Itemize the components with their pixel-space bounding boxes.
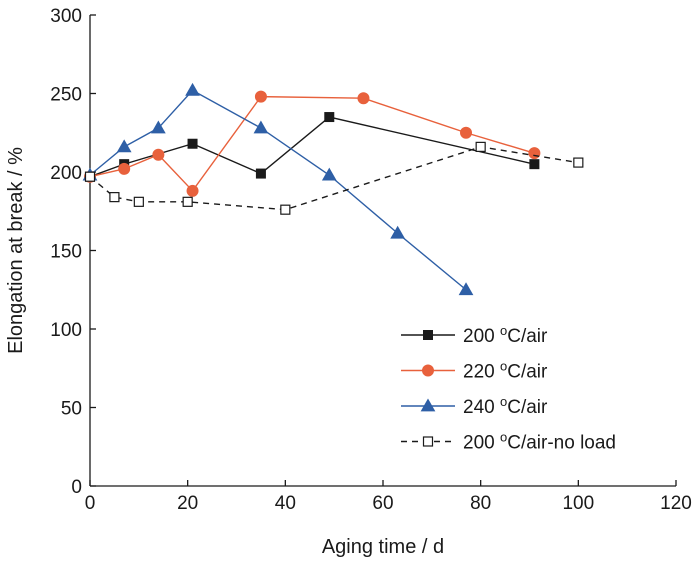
y-tick-label: 100 (50, 320, 82, 341)
data-point (185, 82, 200, 96)
series-4 (84, 141, 584, 215)
series-1 (85, 112, 540, 182)
legend-item: 200 oC/air (401, 323, 548, 347)
data-point (458, 282, 474, 296)
y-tick-label: 250 (50, 85, 82, 106)
data-point (151, 120, 166, 134)
data-point (152, 148, 165, 161)
data-point (187, 138, 198, 149)
series-2 (84, 90, 541, 197)
series-line (89, 95, 535, 192)
chart-series (82, 82, 584, 296)
data-point (475, 141, 486, 152)
data-point (390, 225, 406, 239)
data-point (84, 171, 96, 182)
y-tick-label: 50 (61, 399, 82, 420)
y-tick-label: 150 (50, 242, 82, 263)
data-point (528, 147, 541, 160)
legend-label: 220 oC/air (463, 359, 548, 383)
x-tick-label: 40 (275, 493, 296, 514)
legend-marker (423, 330, 433, 340)
data-point (186, 184, 199, 197)
legend-item: 200 oC/air-no load (401, 430, 616, 454)
x-tick-label: 60 (372, 493, 393, 514)
y-tick-label: 200 (50, 163, 82, 184)
data-point (133, 196, 144, 207)
data-point (118, 162, 131, 175)
data-point (357, 92, 370, 105)
legend-marker (420, 398, 436, 412)
legend-item: 220 oC/air (401, 359, 548, 383)
legend-marker (422, 436, 434, 447)
x-tick-label: 0 (85, 493, 96, 514)
data-point (254, 90, 267, 103)
x-tick-label: 20 (177, 493, 198, 514)
data-point (321, 167, 337, 181)
chart-axes: 0 20 40 60 80 100 120 0 50 100 150 200 250 300 (50, 6, 692, 514)
data-point (529, 159, 540, 170)
legend-label: 200 oC/air-no load (463, 430, 616, 454)
data-point (109, 192, 120, 203)
legend-marker (422, 364, 434, 377)
data-point (182, 196, 193, 207)
x-axis-title: Aging time / d (322, 536, 444, 558)
data-point (116, 139, 132, 153)
x-tick-label: 100 (562, 493, 594, 514)
series-line (89, 116, 535, 178)
data-point (253, 120, 269, 134)
x-tick-label: 120 (660, 493, 692, 514)
data-point (573, 157, 584, 168)
series-line (89, 89, 467, 291)
data-point (460, 126, 473, 139)
y-tick-label: 0 (71, 477, 82, 498)
legend-label: 240 oC/air (463, 394, 548, 418)
legend-item: 240 oC/air (401, 394, 548, 418)
data-point (324, 112, 335, 123)
data-point (255, 168, 266, 179)
x-tick-label: 80 (470, 493, 491, 514)
y-tick-label: 300 (50, 6, 82, 27)
data-point (280, 204, 291, 215)
chart-legend: 200 oC/air 220 oC/air 240 oC/air 200 oC/air… (401, 323, 616, 454)
y-axis-title: Elongation at break / % (5, 147, 27, 354)
legend-label: 200 oC/air (463, 323, 548, 347)
